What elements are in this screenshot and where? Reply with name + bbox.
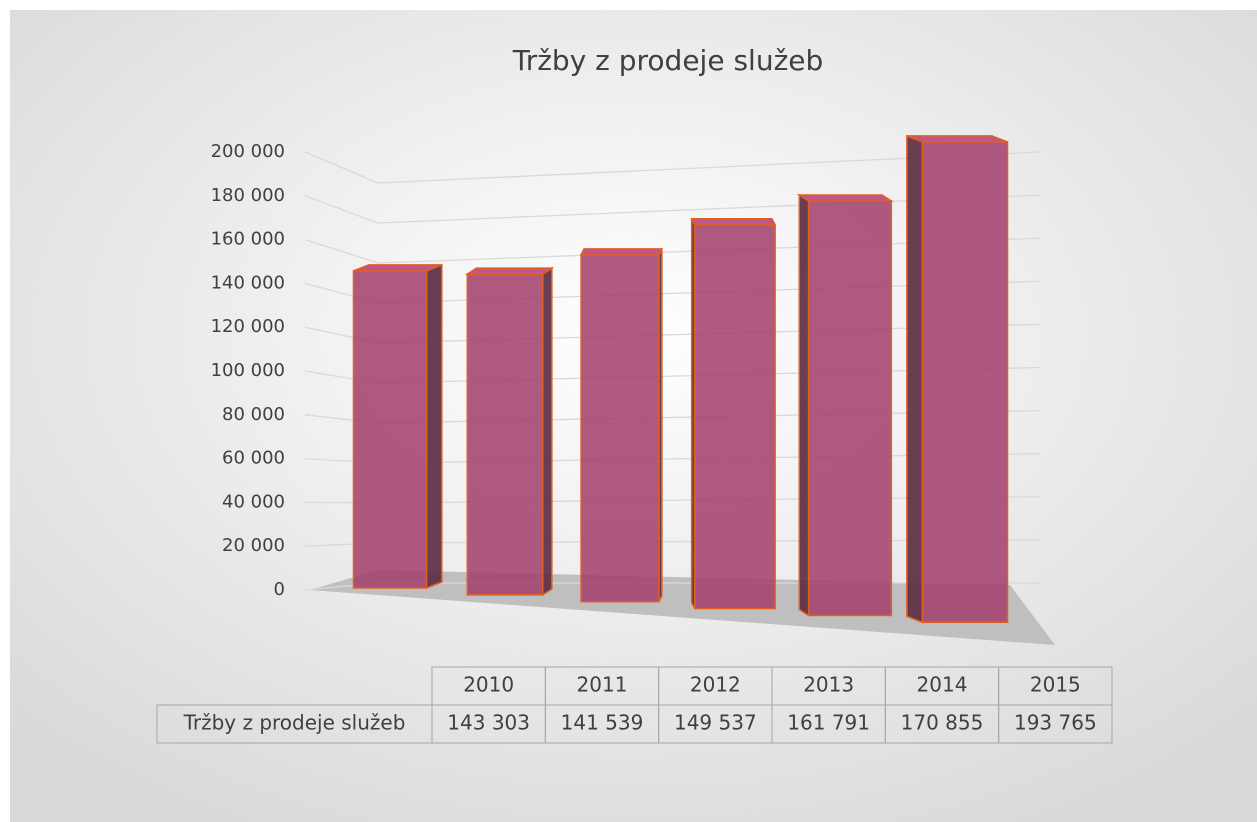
bar bbox=[921, 141, 1009, 624]
y-tick-label: 200 000 bbox=[211, 141, 285, 162]
bar-side bbox=[541, 266, 553, 597]
bar-top bbox=[796, 194, 894, 202]
bar-side bbox=[906, 134, 924, 624]
y-tick-label: 100 000 bbox=[211, 360, 285, 381]
value-label: 170 855 bbox=[901, 711, 984, 735]
table-cell bbox=[998, 704, 1113, 744]
y-tick-label: 20 000 bbox=[222, 535, 285, 556]
bar bbox=[466, 273, 544, 596]
y-tick-label: 120 000 bbox=[211, 316, 285, 337]
y-tick-label: 80 000 bbox=[222, 404, 285, 425]
bar-top bbox=[906, 135, 1008, 143]
x-tick-label: 2010 bbox=[463, 673, 514, 697]
bar-side bbox=[798, 193, 810, 617]
chart-title: Tržby z prodeje služeb bbox=[512, 44, 824, 77]
x-tick-label: 2011 bbox=[577, 673, 628, 697]
x-tick-label: 2014 bbox=[917, 673, 968, 697]
data-table: Tržby z prodeje služeb 2010 143 303 2011 141… bbox=[156, 666, 1113, 744]
bar-side bbox=[425, 263, 443, 590]
series-name: Tržby z prodeje služeb bbox=[183, 711, 406, 735]
y-tick-label: 40 000 bbox=[222, 491, 285, 512]
x-tick-label: 2013 bbox=[803, 673, 854, 697]
y-tick-label: 180 000 bbox=[211, 185, 285, 206]
bars bbox=[352, 134, 1009, 624]
value-label: 143 303 bbox=[447, 711, 530, 735]
value-label: 193 765 bbox=[1014, 711, 1097, 735]
bar bbox=[807, 200, 893, 617]
bar bbox=[694, 223, 776, 610]
value-label: 141 539 bbox=[561, 711, 644, 735]
bar bbox=[580, 254, 660, 603]
y-tick-label: 160 000 bbox=[211, 229, 285, 250]
bar-top bbox=[353, 264, 443, 272]
bar-top bbox=[690, 217, 777, 226]
value-label: 149 537 bbox=[674, 711, 757, 735]
y-tick-label: 140 000 bbox=[211, 272, 285, 293]
y-tick-label: 0 bbox=[274, 579, 285, 600]
bar-top bbox=[579, 248, 664, 256]
bar bbox=[352, 270, 428, 589]
bar-top bbox=[464, 267, 555, 275]
value-label: 161 791 bbox=[787, 711, 870, 735]
x-tick-label: 2015 bbox=[1030, 673, 1081, 697]
y-tick-label: 60 000 bbox=[222, 448, 285, 469]
grid-line bbox=[304, 151, 1041, 184]
x-tick-label: 2012 bbox=[690, 673, 741, 697]
